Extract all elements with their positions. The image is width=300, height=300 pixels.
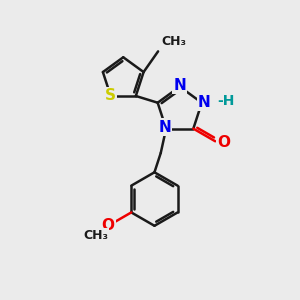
Text: O: O [217,135,230,150]
Text: CH₃: CH₃ [83,229,108,242]
Text: CH₃: CH₃ [161,35,186,48]
Text: N: N [158,120,171,135]
Text: N: N [173,78,186,93]
Text: -H: -H [217,94,235,108]
Text: S: S [105,88,116,104]
Text: N: N [198,95,211,110]
Text: O: O [102,218,115,233]
